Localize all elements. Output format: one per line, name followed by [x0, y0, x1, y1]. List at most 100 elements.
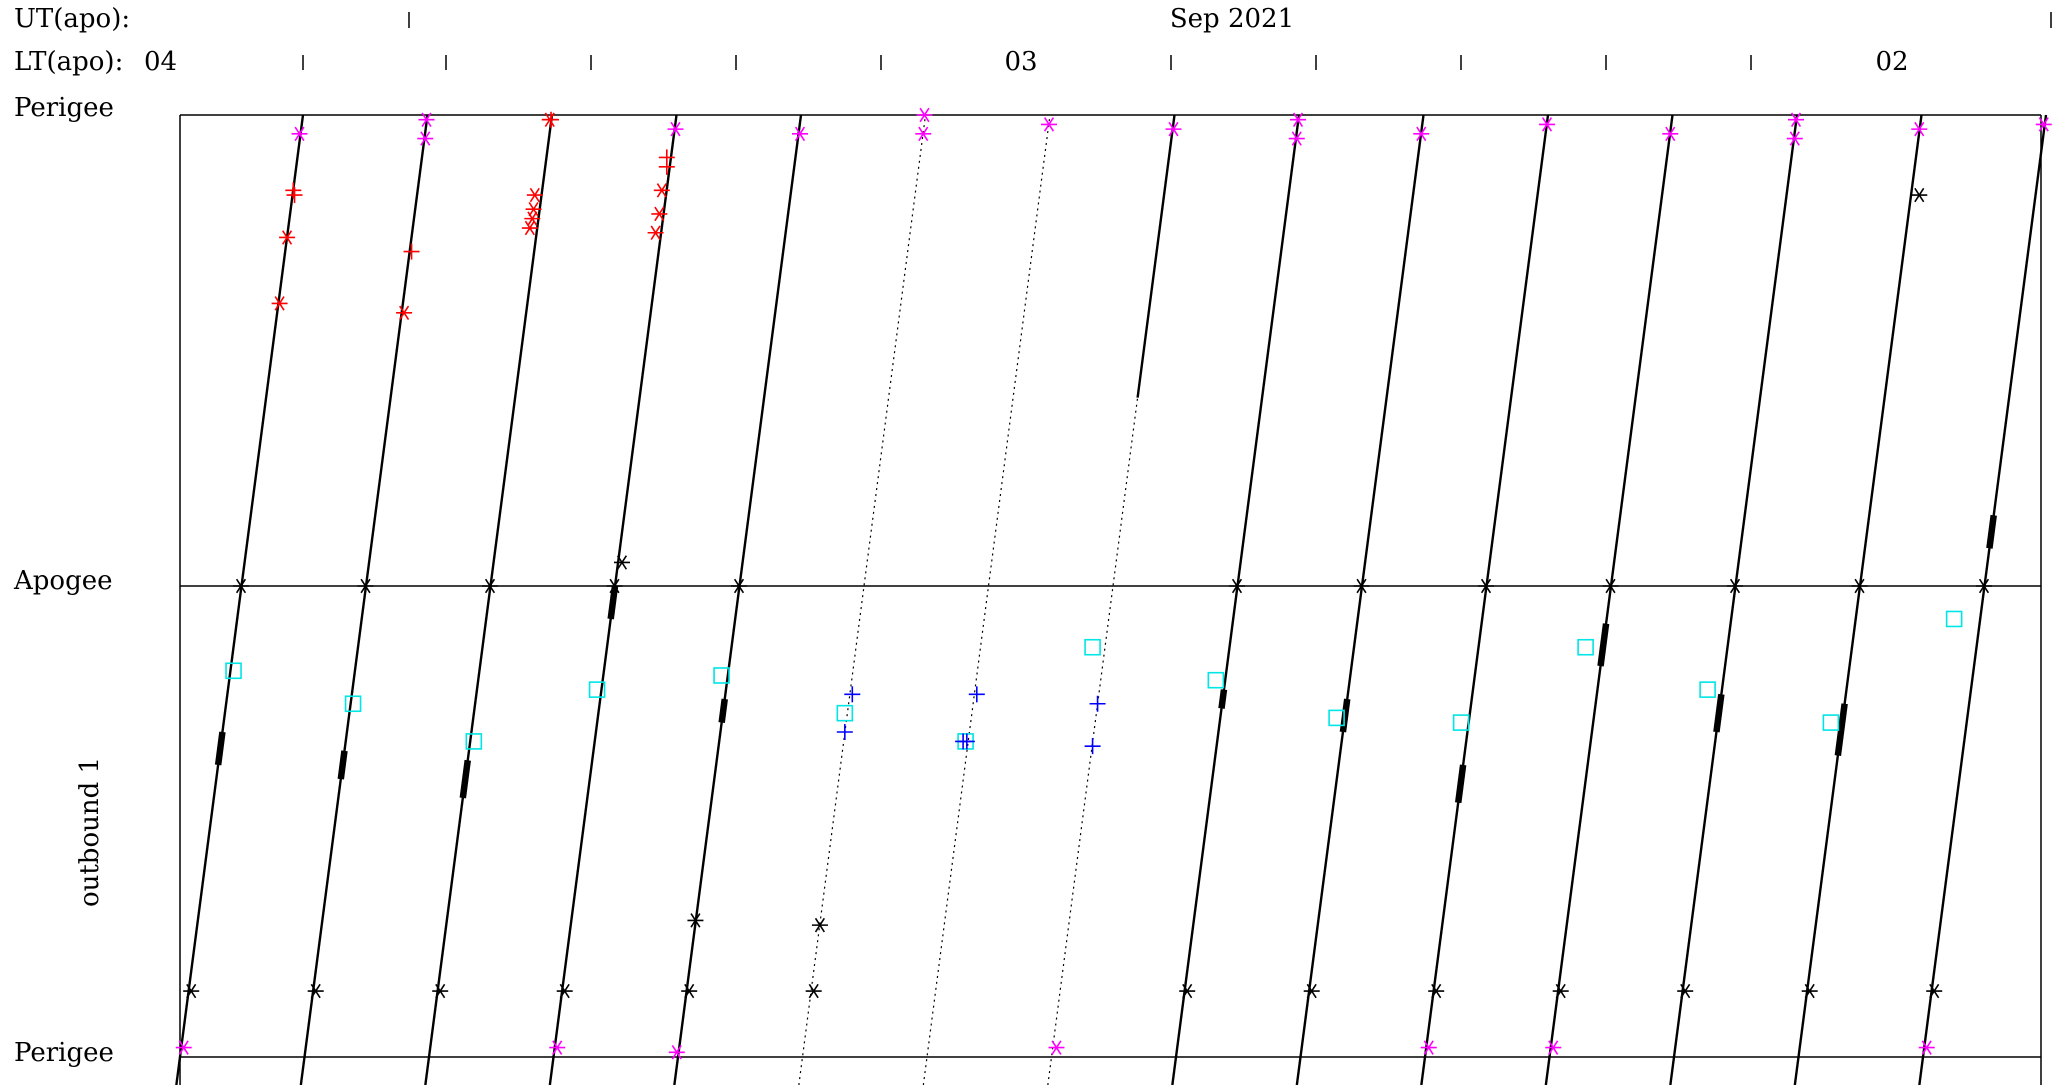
ut-label: UT(apo): — [14, 4, 130, 34]
marker-stroke — [918, 126, 929, 142]
marker-square — [225, 662, 242, 680]
orbit-line — [1295, 114, 1425, 1085]
marker-stroke — [1804, 983, 1815, 999]
marker-stroke — [656, 183, 667, 198]
lt-end-label: 02 — [1875, 47, 1908, 77]
star-marker — [417, 131, 434, 146]
star-marker — [653, 183, 670, 198]
marker-square — [1945, 610, 1963, 628]
marker-stroke — [814, 917, 826, 933]
square-marker — [1699, 681, 1716, 698]
marker-stroke — [1423, 1040, 1434, 1055]
marker-stroke — [794, 126, 806, 142]
plus-marker — [955, 733, 972, 750]
marker-stroke — [1854, 578, 1865, 594]
star-marker — [915, 126, 932, 142]
lt-label: LT(apo): — [14, 47, 123, 77]
marker-stroke — [671, 1045, 682, 1060]
marker-stroke — [1182, 983, 1193, 999]
marker-square — [836, 704, 854, 722]
marker-stroke — [1921, 1040, 1932, 1055]
star-marker — [1165, 121, 1182, 137]
marker-stroke — [559, 983, 570, 999]
star-marker — [668, 1045, 685, 1060]
star-marker — [916, 107, 933, 123]
plus-marker — [844, 686, 861, 703]
marker-stroke — [527, 211, 538, 226]
marker-stroke — [1555, 983, 1566, 999]
marker-stroke — [1789, 131, 1800, 146]
square-marker — [713, 667, 730, 684]
orbit-thick-segment — [1713, 693, 1725, 733]
star-marker — [1539, 117, 1556, 132]
plus-marker — [403, 243, 420, 260]
orbit-line — [1669, 114, 1799, 1085]
marker-stroke — [616, 555, 628, 570]
marker-stroke — [808, 983, 819, 999]
marker-stroke — [733, 578, 745, 594]
marker-stroke — [1480, 578, 1492, 594]
marker-stroke — [919, 107, 930, 123]
star-marker — [1288, 131, 1305, 146]
side-label: outbound 1 — [75, 757, 105, 907]
apogee-label: Apogee — [13, 566, 113, 596]
plus-marker — [968, 686, 985, 703]
star-marker — [1602, 578, 1619, 594]
star-marker — [183, 983, 200, 999]
marker-stroke — [1292, 112, 1304, 127]
marker-stroke — [1541, 117, 1553, 132]
marker-stroke — [1790, 112, 1802, 127]
star-marker — [613, 555, 630, 570]
marker-stroke — [654, 206, 665, 222]
orbit-line — [798, 114, 927, 1085]
ut-ticks — [408, 12, 2052, 28]
orbit-line — [673, 114, 803, 1085]
plus-marker — [286, 187, 303, 204]
star-marker — [1413, 126, 1430, 142]
square-marker — [1822, 714, 1840, 731]
marker-stroke — [524, 220, 535, 236]
square-marker — [1084, 638, 1101, 656]
marker-stroke — [528, 201, 539, 217]
marker-stroke — [421, 112, 432, 127]
star-marker — [432, 983, 449, 999]
marker-stroke — [1051, 1040, 1062, 1055]
star-marker — [811, 917, 828, 933]
star-marker — [525, 201, 542, 217]
orbit-line — [1171, 114, 1301, 1085]
star-marker — [418, 112, 435, 127]
marker-square — [1207, 671, 1225, 689]
orbit-thick-segment — [1339, 698, 1351, 733]
square-marker — [1207, 671, 1225, 689]
orbit-thick-segment — [1218, 689, 1228, 709]
star-marker — [1801, 983, 1818, 999]
perigee-bottom-label: Perigee — [14, 1038, 114, 1068]
lt-start-label: 04 — [144, 47, 177, 77]
star-marker — [1677, 983, 1694, 999]
star-marker — [1662, 126, 1679, 142]
star-marker — [1911, 121, 1928, 137]
marker-stroke — [310, 983, 321, 999]
orbit-thick-segment — [214, 731, 226, 766]
marker-stroke — [274, 296, 285, 311]
star-marker — [1420, 1040, 1437, 1055]
lt-ticks — [302, 55, 1752, 70]
star-marker — [1918, 1040, 1935, 1055]
orbit-thick-segment — [459, 759, 471, 799]
square-marker — [1577, 638, 1594, 656]
marker-stroke — [529, 187, 540, 203]
plus-marker — [658, 158, 675, 175]
star-marker — [1926, 983, 1943, 999]
marker-stroke — [1231, 578, 1243, 594]
star-marker — [307, 983, 324, 999]
marker-stroke — [420, 131, 431, 146]
star-marker — [1229, 578, 1246, 594]
marker-stroke — [484, 578, 496, 594]
plus-marker — [836, 724, 853, 741]
marker-square — [1822, 714, 1840, 731]
marker-stroke — [1665, 126, 1676, 142]
star-marker — [271, 296, 288, 311]
marker-stroke — [552, 1040, 563, 1055]
star-marker — [357, 578, 374, 594]
marker-stroke — [281, 230, 293, 245]
